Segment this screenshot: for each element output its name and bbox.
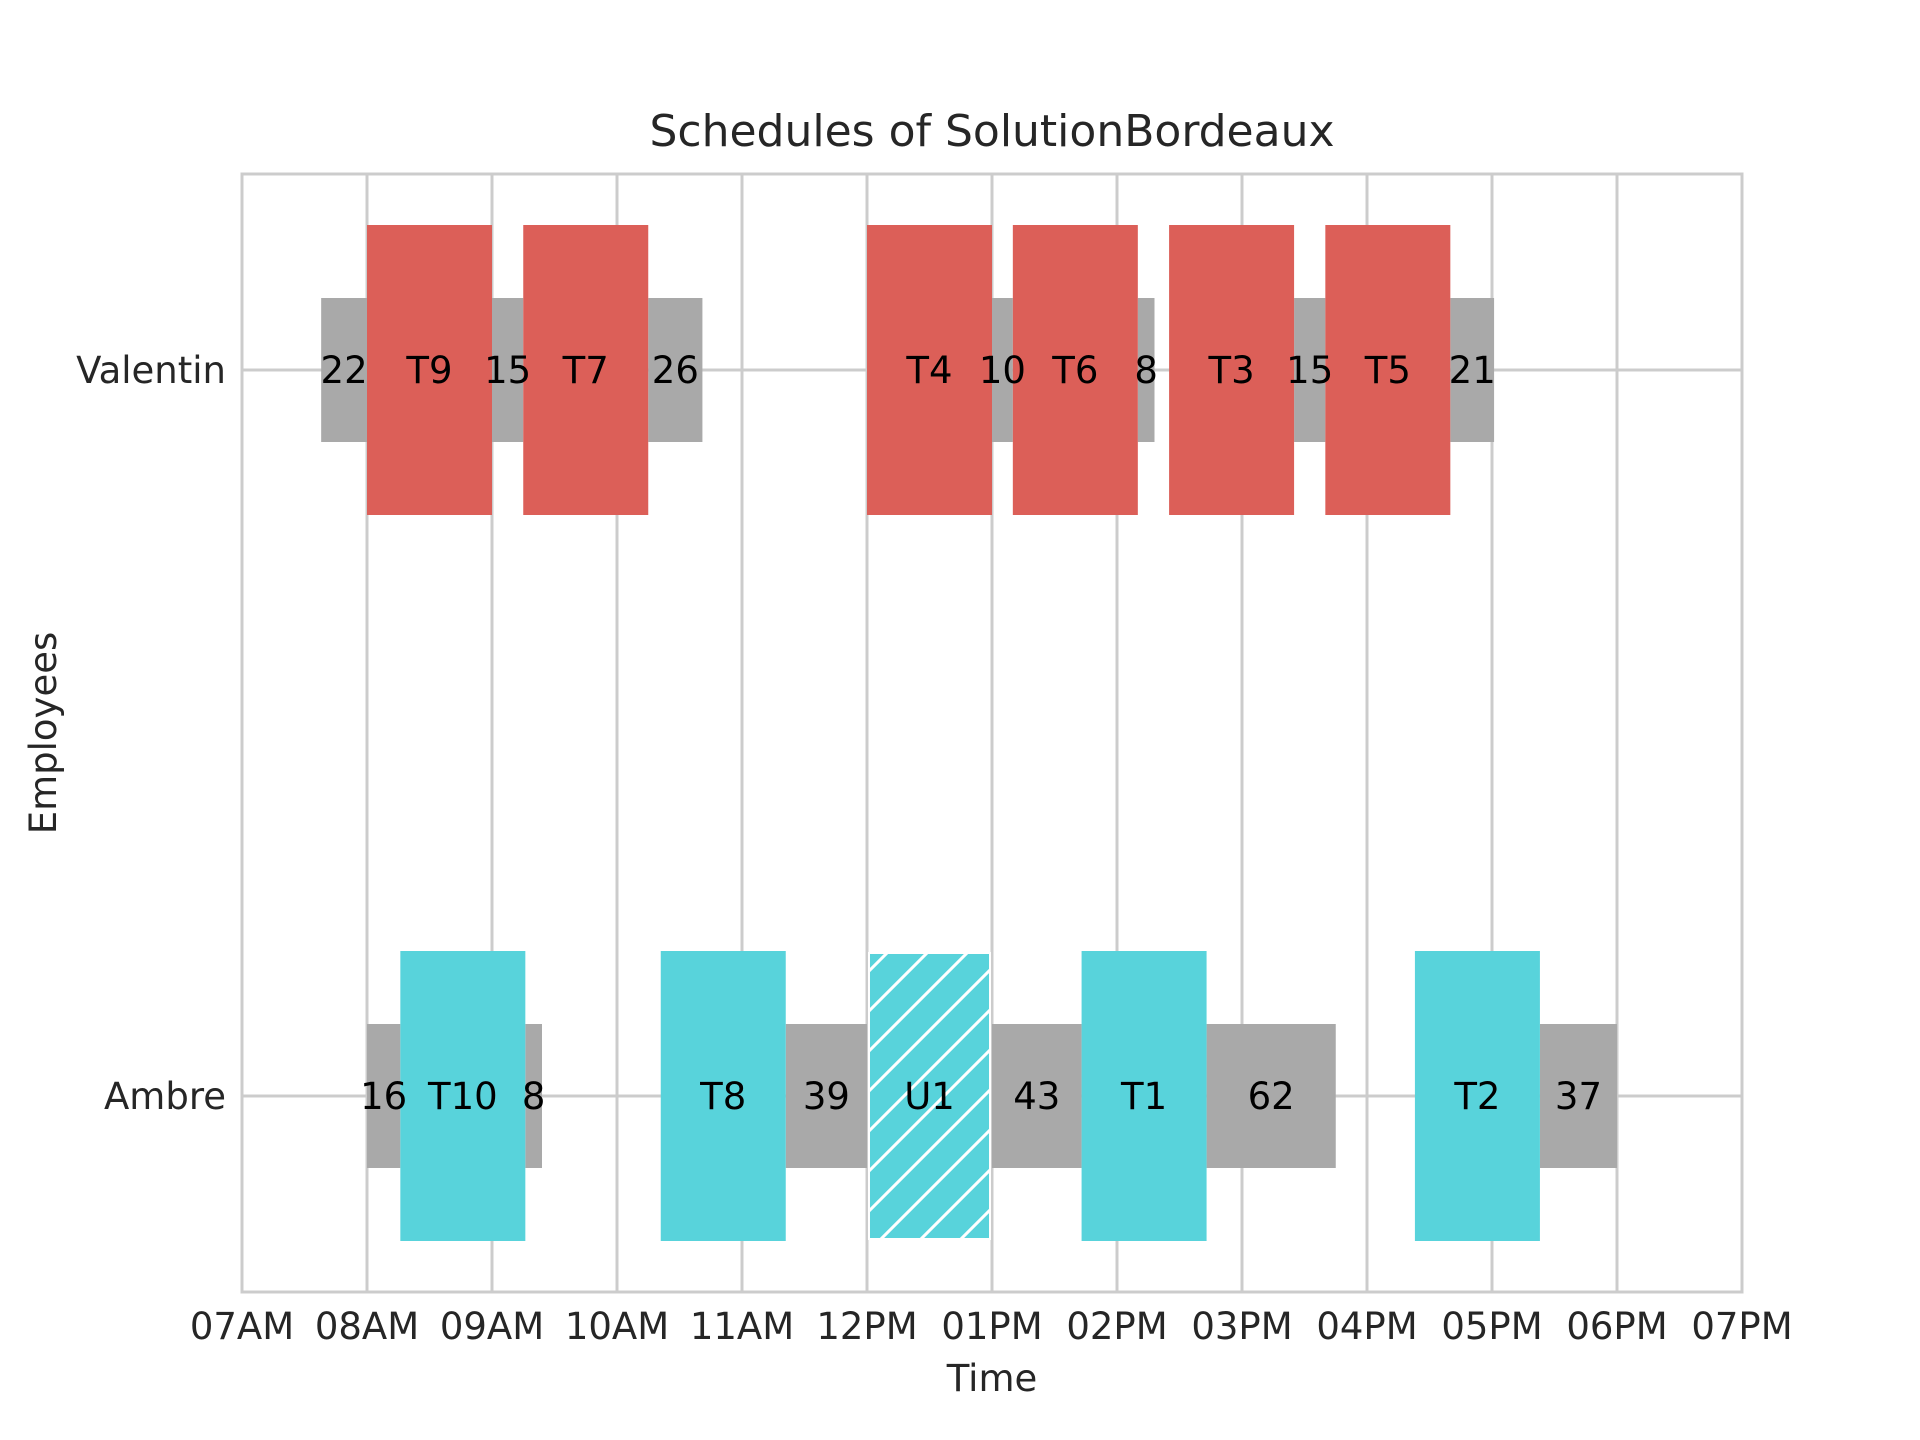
task-bar bbox=[523, 225, 649, 515]
x-tick-label: 02PM bbox=[1066, 1305, 1167, 1348]
travel-bar bbox=[648, 298, 703, 442]
travel-bar bbox=[785, 1024, 867, 1168]
travel-label: 22 bbox=[321, 349, 368, 392]
x-tick-label: 10AM bbox=[565, 1305, 669, 1348]
travel-label: 39 bbox=[803, 1075, 850, 1118]
task-bar bbox=[1012, 225, 1138, 515]
x-tick-label: 06PM bbox=[1566, 1305, 1667, 1348]
task-bar bbox=[660, 951, 786, 1241]
y-axis-label: Employees bbox=[22, 632, 65, 835]
travel-label: 21 bbox=[1449, 349, 1496, 392]
travel-bar bbox=[525, 1024, 542, 1168]
travel-label: 37 bbox=[1555, 1075, 1602, 1118]
x-tick-label: 07AM bbox=[190, 1305, 294, 1348]
travel-bar bbox=[1294, 298, 1326, 442]
travel-bar bbox=[1206, 1024, 1336, 1168]
travel-label: 26 bbox=[652, 349, 699, 392]
task-label: T3 bbox=[1208, 349, 1255, 392]
task-label: T7 bbox=[562, 349, 609, 392]
travel-bar bbox=[992, 1024, 1082, 1168]
unavailability-bar bbox=[868, 952, 991, 1240]
task-bar bbox=[1169, 225, 1295, 515]
plot-frame bbox=[240, 172, 1744, 1294]
travel-label: 15 bbox=[1286, 349, 1333, 392]
y-ticks: Valentin Ambre bbox=[76, 349, 226, 1118]
x-tick-label: 01PM bbox=[941, 1305, 1042, 1348]
travel-bar bbox=[1450, 298, 1495, 442]
x-tick-label: 07PM bbox=[1691, 1305, 1792, 1348]
task-label: T2 bbox=[1453, 1075, 1500, 1118]
x-ticks: 07AM 08AM 09AM 10AM 11AM 12PM 01PM 02PM 03PM 04PM… bbox=[190, 1305, 1793, 1348]
task-bar bbox=[1081, 951, 1207, 1241]
travel-label: 62 bbox=[1248, 1075, 1295, 1118]
task-bar bbox=[367, 225, 492, 515]
task-bar bbox=[1414, 951, 1540, 1241]
task-label: T4 bbox=[905, 349, 952, 392]
x-tick-label: 05PM bbox=[1441, 1305, 1542, 1348]
travel-bar bbox=[492, 298, 524, 442]
task-label: T10 bbox=[427, 1075, 498, 1118]
travel-bar bbox=[321, 298, 367, 442]
x-tick-label: 08AM bbox=[315, 1305, 419, 1348]
travel-bar bbox=[992, 298, 1013, 442]
task-bar bbox=[1325, 225, 1451, 515]
travel-label: 16 bbox=[360, 1075, 407, 1118]
task-bar bbox=[867, 225, 992, 515]
task-label: T5 bbox=[1364, 349, 1411, 392]
travel-label: 43 bbox=[1013, 1075, 1060, 1118]
travel-label: 10 bbox=[979, 349, 1026, 392]
task-bar bbox=[400, 951, 526, 1241]
bars: 22 15 26 10 8 15 21 16 8 39 43 62 37 T9 T7 T4 T6 T3 T5 T10 T… bbox=[321, 225, 1617, 1241]
task-label: T8 bbox=[699, 1075, 746, 1118]
travel-label: 8 bbox=[522, 1075, 546, 1118]
y-tick-label: Valentin bbox=[76, 349, 226, 392]
travel-bar bbox=[1539, 1024, 1617, 1168]
x-axis-label: Time bbox=[946, 1357, 1038, 1400]
task-label: T6 bbox=[1051, 349, 1098, 392]
x-tick-label: 03PM bbox=[1191, 1305, 1292, 1348]
task-label: T9 bbox=[405, 349, 452, 392]
y-tick-label: Ambre bbox=[104, 1075, 226, 1118]
x-tick-label: 11AM bbox=[690, 1305, 794, 1348]
x-tick-label: 04PM bbox=[1316, 1305, 1417, 1348]
x-tick-label: 09AM bbox=[440, 1305, 544, 1348]
travel-label: 15 bbox=[484, 349, 531, 392]
travel-label: 8 bbox=[1134, 349, 1158, 392]
task-label: T1 bbox=[1120, 1075, 1167, 1118]
unavailability-label: U1 bbox=[904, 1075, 955, 1118]
chart-title: Schedules of SolutionBordeaux bbox=[649, 106, 1334, 157]
x-tick-label: 12PM bbox=[816, 1305, 917, 1348]
travel-bar bbox=[1137, 298, 1155, 442]
travel-bar bbox=[367, 1024, 401, 1168]
